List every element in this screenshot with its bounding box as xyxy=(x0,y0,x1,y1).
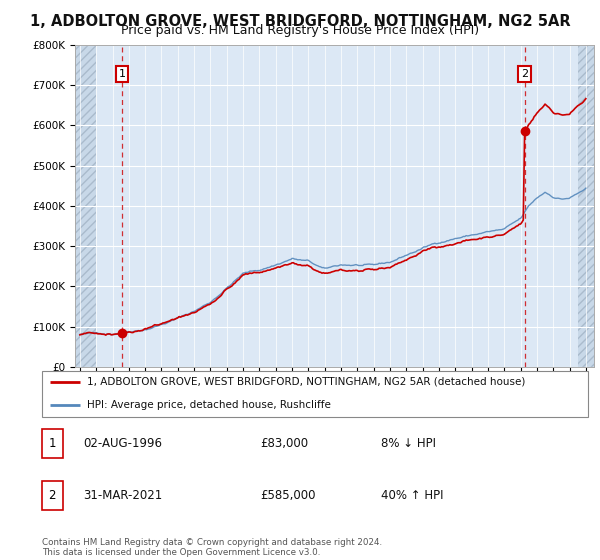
Text: 1: 1 xyxy=(49,437,56,450)
Text: £585,000: £585,000 xyxy=(260,489,316,502)
Text: £83,000: £83,000 xyxy=(260,437,308,450)
Text: 40% ↑ HPI: 40% ↑ HPI xyxy=(380,489,443,502)
Text: Contains HM Land Registry data © Crown copyright and database right 2024.
This d: Contains HM Land Registry data © Crown c… xyxy=(42,538,382,557)
FancyBboxPatch shape xyxy=(42,429,63,458)
Text: 1, ADBOLTON GROVE, WEST BRIDGFORD, NOTTINGHAM, NG2 5AR (detached house): 1, ADBOLTON GROVE, WEST BRIDGFORD, NOTTI… xyxy=(87,377,525,387)
Bar xyxy=(578,45,600,367)
Text: 02-AUG-1996: 02-AUG-1996 xyxy=(83,437,162,450)
FancyBboxPatch shape xyxy=(42,371,588,417)
Text: HPI: Average price, detached house, Rushcliffe: HPI: Average price, detached house, Rush… xyxy=(87,400,331,410)
FancyBboxPatch shape xyxy=(42,481,63,510)
Text: 8% ↓ HPI: 8% ↓ HPI xyxy=(380,437,436,450)
Text: 31-MAR-2021: 31-MAR-2021 xyxy=(83,489,162,502)
Text: 1: 1 xyxy=(119,69,125,79)
Text: 1, ADBOLTON GROVE, WEST BRIDGFORD, NOTTINGHAM, NG2 5AR: 1, ADBOLTON GROVE, WEST BRIDGFORD, NOTTI… xyxy=(29,14,571,29)
Text: 2: 2 xyxy=(521,69,528,79)
Bar xyxy=(75,45,96,367)
Text: 2: 2 xyxy=(49,489,56,502)
Text: Price paid vs. HM Land Registry's House Price Index (HPI): Price paid vs. HM Land Registry's House … xyxy=(121,24,479,36)
